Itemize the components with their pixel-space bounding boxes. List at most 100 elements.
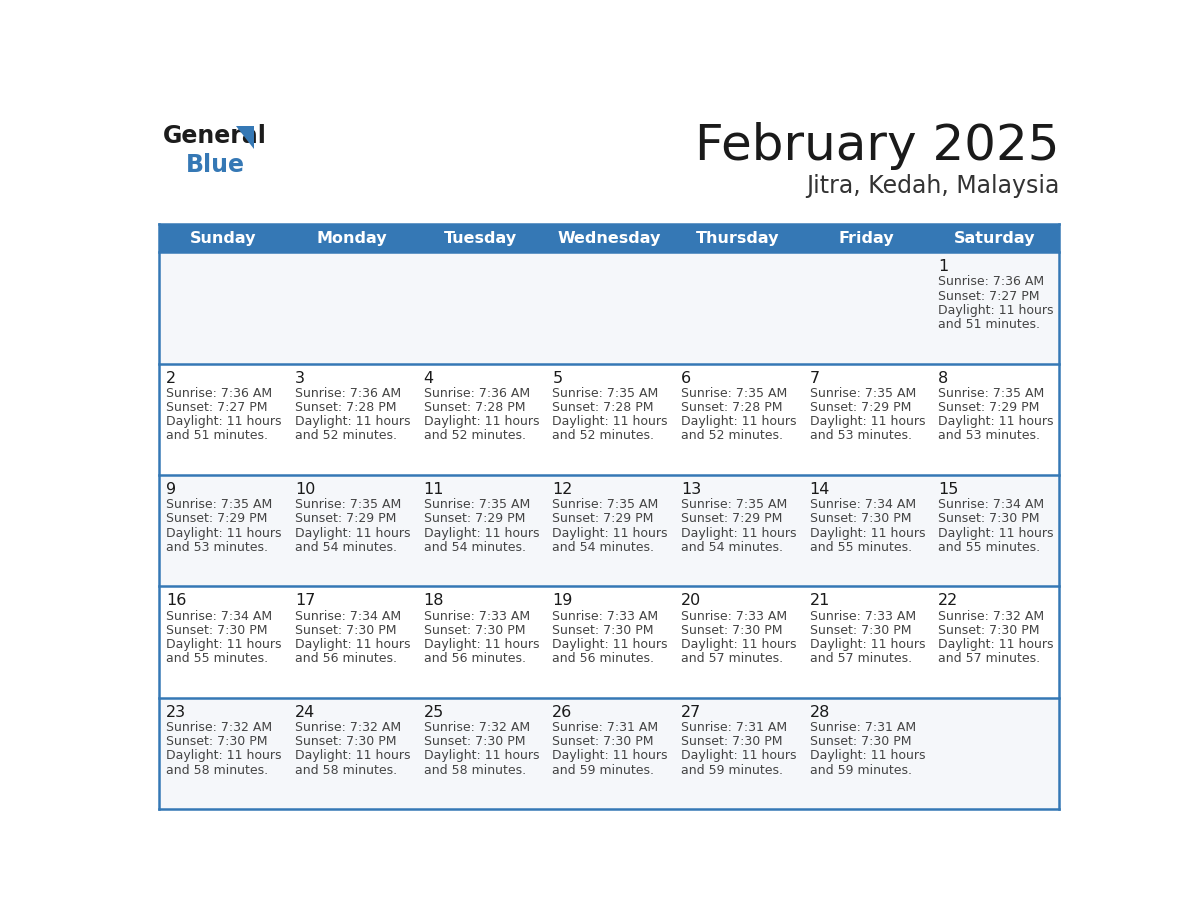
Text: Sunset: 7:30 PM: Sunset: 7:30 PM xyxy=(552,735,653,748)
Text: Daylight: 11 hours: Daylight: 11 hours xyxy=(295,527,411,540)
Text: and 55 minutes.: and 55 minutes. xyxy=(166,653,268,666)
Text: Sunset: 7:29 PM: Sunset: 7:29 PM xyxy=(295,512,397,525)
Text: and 53 minutes.: and 53 minutes. xyxy=(809,430,911,442)
Text: and 54 minutes.: and 54 minutes. xyxy=(295,541,397,554)
Text: and 55 minutes.: and 55 minutes. xyxy=(809,541,911,554)
Text: Daylight: 11 hours: Daylight: 11 hours xyxy=(424,749,539,763)
Bar xyxy=(544,475,674,587)
Text: Daylight: 11 hours: Daylight: 11 hours xyxy=(939,638,1054,651)
Text: 18: 18 xyxy=(424,593,444,609)
Text: and 55 minutes.: and 55 minutes. xyxy=(939,541,1041,554)
Bar xyxy=(158,698,287,810)
Text: 16: 16 xyxy=(166,593,187,609)
Text: Daylight: 11 hours: Daylight: 11 hours xyxy=(166,527,282,540)
Text: Sunset: 7:27 PM: Sunset: 7:27 PM xyxy=(939,289,1040,303)
Text: and 59 minutes.: and 59 minutes. xyxy=(809,764,911,777)
Text: Sunrise: 7:35 AM: Sunrise: 7:35 AM xyxy=(681,498,788,511)
Text: Tuesday: Tuesday xyxy=(443,230,517,246)
Bar xyxy=(287,587,416,698)
Bar xyxy=(930,364,1060,475)
Text: and 54 minutes.: and 54 minutes. xyxy=(552,541,655,554)
Bar xyxy=(158,475,287,587)
Bar xyxy=(930,587,1060,698)
Text: Sunrise: 7:36 AM: Sunrise: 7:36 AM xyxy=(939,275,1044,288)
Text: Sunset: 7:30 PM: Sunset: 7:30 PM xyxy=(809,512,911,525)
Text: Daylight: 11 hours: Daylight: 11 hours xyxy=(939,415,1054,428)
Text: and 52 minutes.: and 52 minutes. xyxy=(424,430,525,442)
Text: Daylight: 11 hours: Daylight: 11 hours xyxy=(166,638,282,651)
Text: 4: 4 xyxy=(424,371,434,386)
Text: Thursday: Thursday xyxy=(696,230,779,246)
Text: Daylight: 11 hours: Daylight: 11 hours xyxy=(424,527,539,540)
Bar xyxy=(674,587,802,698)
Text: Daylight: 11 hours: Daylight: 11 hours xyxy=(939,304,1054,317)
Text: and 51 minutes.: and 51 minutes. xyxy=(166,430,268,442)
Text: Sunset: 7:29 PM: Sunset: 7:29 PM xyxy=(552,512,653,525)
Text: Daylight: 11 hours: Daylight: 11 hours xyxy=(939,527,1054,540)
Text: Sunset: 7:30 PM: Sunset: 7:30 PM xyxy=(552,624,653,637)
Text: Sunrise: 7:36 AM: Sunrise: 7:36 AM xyxy=(424,386,530,399)
Text: and 53 minutes.: and 53 minutes. xyxy=(166,541,268,554)
Text: 24: 24 xyxy=(295,705,315,720)
Text: February 2025: February 2025 xyxy=(695,122,1060,170)
Text: Sunrise: 7:32 AM: Sunrise: 7:32 AM xyxy=(424,721,530,734)
Text: 17: 17 xyxy=(295,593,315,609)
Text: Daylight: 11 hours: Daylight: 11 hours xyxy=(809,415,925,428)
Text: 26: 26 xyxy=(552,705,573,720)
Text: Sunset: 7:30 PM: Sunset: 7:30 PM xyxy=(424,624,525,637)
Text: Monday: Monday xyxy=(316,230,387,246)
Bar xyxy=(287,475,416,587)
Bar xyxy=(158,252,287,364)
Bar xyxy=(802,698,930,810)
Text: Sunrise: 7:34 AM: Sunrise: 7:34 AM xyxy=(939,498,1044,511)
Text: Sunset: 7:29 PM: Sunset: 7:29 PM xyxy=(809,401,911,414)
Text: Sunset: 7:28 PM: Sunset: 7:28 PM xyxy=(552,401,653,414)
Text: Sunset: 7:29 PM: Sunset: 7:29 PM xyxy=(681,512,783,525)
Bar xyxy=(930,252,1060,364)
Text: Blue: Blue xyxy=(185,153,245,177)
Text: Daylight: 11 hours: Daylight: 11 hours xyxy=(552,749,668,763)
Text: Daylight: 11 hours: Daylight: 11 hours xyxy=(809,749,925,763)
Bar xyxy=(158,364,287,475)
Text: Sunrise: 7:34 AM: Sunrise: 7:34 AM xyxy=(809,498,916,511)
Text: and 58 minutes.: and 58 minutes. xyxy=(424,764,526,777)
Text: Sunrise: 7:31 AM: Sunrise: 7:31 AM xyxy=(809,721,916,734)
Text: Daylight: 11 hours: Daylight: 11 hours xyxy=(295,415,411,428)
Text: Sunset: 7:30 PM: Sunset: 7:30 PM xyxy=(295,624,397,637)
Text: 14: 14 xyxy=(809,482,830,497)
Text: 11: 11 xyxy=(424,482,444,497)
Text: Sunrise: 7:33 AM: Sunrise: 7:33 AM xyxy=(681,610,786,622)
Text: General: General xyxy=(163,124,266,148)
Text: 7: 7 xyxy=(809,371,820,386)
Text: and 59 minutes.: and 59 minutes. xyxy=(552,764,655,777)
Bar xyxy=(674,364,802,475)
Text: Sunset: 7:28 PM: Sunset: 7:28 PM xyxy=(295,401,397,414)
Text: Daylight: 11 hours: Daylight: 11 hours xyxy=(681,749,796,763)
Text: and 56 minutes.: and 56 minutes. xyxy=(295,653,397,666)
Text: Sunrise: 7:35 AM: Sunrise: 7:35 AM xyxy=(552,498,658,511)
Bar xyxy=(674,475,802,587)
Text: 21: 21 xyxy=(809,593,830,609)
Text: Daylight: 11 hours: Daylight: 11 hours xyxy=(166,749,282,763)
Text: Sunrise: 7:35 AM: Sunrise: 7:35 AM xyxy=(809,386,916,399)
Bar xyxy=(287,364,416,475)
Text: Daylight: 11 hours: Daylight: 11 hours xyxy=(295,638,411,651)
Text: Sunrise: 7:31 AM: Sunrise: 7:31 AM xyxy=(552,721,658,734)
Bar xyxy=(544,698,674,810)
Text: Jitra, Kedah, Malaysia: Jitra, Kedah, Malaysia xyxy=(805,174,1060,198)
Text: 22: 22 xyxy=(939,593,959,609)
Text: Daylight: 11 hours: Daylight: 11 hours xyxy=(552,415,668,428)
Text: 20: 20 xyxy=(681,593,701,609)
Text: 15: 15 xyxy=(939,482,959,497)
Text: and 53 minutes.: and 53 minutes. xyxy=(939,430,1041,442)
Text: Sunset: 7:29 PM: Sunset: 7:29 PM xyxy=(166,512,267,525)
Polygon shape xyxy=(236,126,254,149)
Text: Sunrise: 7:35 AM: Sunrise: 7:35 AM xyxy=(295,498,402,511)
Text: Sunrise: 7:35 AM: Sunrise: 7:35 AM xyxy=(552,386,658,399)
Text: 23: 23 xyxy=(166,705,187,720)
Text: Sunset: 7:30 PM: Sunset: 7:30 PM xyxy=(939,512,1040,525)
Text: Sunset: 7:30 PM: Sunset: 7:30 PM xyxy=(681,624,783,637)
Text: and 58 minutes.: and 58 minutes. xyxy=(295,764,397,777)
Bar xyxy=(544,587,674,698)
Bar xyxy=(802,475,930,587)
